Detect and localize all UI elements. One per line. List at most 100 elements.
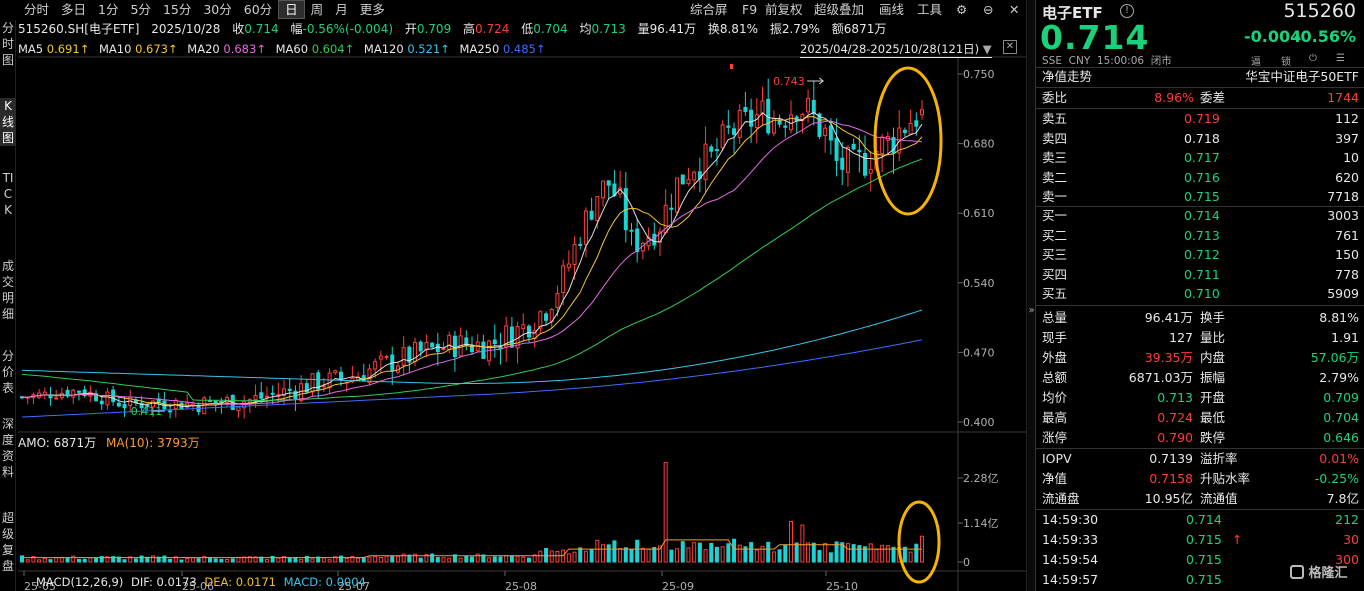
volume-bar [378,557,383,563]
chart-settings-icon[interactable]: ✕ [1003,40,1017,54]
candle-body [424,342,429,350]
tick-row: 14:59:33 0.715 ↑ 30 [1036,530,1359,550]
candle-body [361,375,366,382]
volume-bar [481,554,486,563]
volume-bar [635,539,640,563]
low-value: 0.704 [533,22,568,36]
volume-bar [196,558,201,563]
volume-bar [692,542,697,563]
candle-body [817,113,822,137]
index-label[interactable]: 华宝中证电子50ETF [1245,69,1359,84]
date-range[interactable]: 2025/04/28-2025/10/28(121日) ▼ [800,41,992,58]
left-tab[interactable]: 超级复盘 [1,511,14,573]
left-tab[interactable]: 分价表 [1,349,14,395]
volume-bar [344,557,349,563]
stat-value: 1.91 [1331,330,1359,345]
volume-bar [487,557,492,563]
candle-body [595,196,600,221]
candle-body [202,397,207,415]
candle-body [492,339,497,345]
toolbar-item[interactable]: 前复权 [765,2,803,17]
panel-splitter[interactable]: » [1026,0,1035,591]
period-tab[interactable]: 日 [278,0,305,19]
candle-body [806,97,811,113]
candle-body [321,385,326,388]
collapse-icon[interactable]: » [1028,305,1035,316]
menu-icon[interactable]: ☰ [1336,53,1345,64]
volume-bar [162,555,167,563]
toolbar-item[interactable]: 工具 [917,2,943,17]
open-value: 0.709 [416,22,452,36]
volume-bar [230,558,235,563]
volume-bar [743,546,748,563]
tick-row: 14:59:54 0.715 300 [1036,550,1359,570]
highlight-circle [873,66,943,216]
volume-bar [521,556,526,563]
kline-chart[interactable]: 0.750 0.680 0.610 0.540 0.470 0.400 2.28亿 1.14亿… [0,0,1030,591]
bell-icon[interactable]: ⏻ [1309,53,1317,64]
minimize-icon[interactable]: ⊖ [983,2,994,17]
weibi-value: 8.96% [1154,90,1194,105]
period-tab[interactable]: 1分 [98,2,119,17]
period-tab[interactable]: 60分 [243,2,273,17]
left-tab[interactable]: 分时图 [1,21,14,67]
volume-bar [407,554,412,563]
left-tab[interactable]: TICK [2,171,14,217]
period-tab[interactable]: 多日 [61,2,87,17]
period-tab[interactable]: 15分 [162,2,192,17]
ma60-line [21,158,923,402]
range-dropdown-icon[interactable]: ▼ [982,42,992,56]
weibo-icon[interactable]: 逼 [1251,57,1261,68]
nav-label[interactable]: 净值走势 [1042,69,1093,84]
tick-row: 14:59:30 0.714 212 [1036,510,1359,530]
iopv-value: 0.7139 [1149,451,1193,466]
candle-body [783,125,788,128]
period-tab[interactable]: 更多 [359,2,385,17]
left-tab[interactable]: 成交明细 [1,259,14,321]
candle-body [720,124,725,149]
ask-label: 卖五 [1042,111,1068,126]
date-range-text: 2025/04/28-2025/10/28(121日) [800,42,980,56]
volume-bar [122,559,127,563]
stat-label: 振幅 [1200,370,1226,385]
candle-body [54,397,59,400]
period-tab[interactable]: 5分 [130,2,151,17]
toolbar-item[interactable]: 超级叠加 [814,2,865,17]
left-tab[interactable]: K线图 [0,98,16,146]
ma5-label: MA5 [18,42,44,56]
toolbar-item[interactable]: 综合屏 [690,2,728,17]
candle-body [845,146,850,173]
period-tab[interactable]: 月 [335,2,348,17]
turn-label: 换 [707,22,720,36]
period-tab[interactable]: 分时 [24,2,50,17]
volume-bar [640,547,645,563]
candle-body [333,370,338,374]
stat-value: 127 [1169,330,1193,345]
settings-gear-icon[interactable]: ⚙ [956,2,968,17]
toolbar-item[interactable]: F9 [742,2,758,17]
volume-bar [54,557,59,563]
macd-dea: DEA: 0.0171 [204,575,276,589]
left-tab[interactable]: 深度资料 [1,417,14,479]
stat-label: 内盘 [1200,350,1226,365]
quote-date: 2025/10/28 [151,22,221,36]
bid-label: 买四 [1042,266,1068,282]
code-name: 515260.SH[电子ETF] [18,22,140,36]
lock-icon[interactable]: 锁 [1281,57,1291,68]
close-icon[interactable]: ✕ [1009,2,1020,17]
candle-body [76,390,81,393]
volume-bar [504,555,509,563]
candle-body [71,389,76,398]
volume-bar [213,558,218,563]
period-tab[interactable]: 30分 [203,2,232,17]
stat-label: 最低 [1200,410,1226,425]
stat-label: 均价 [1042,390,1068,405]
stat-label: 涨停 [1042,430,1068,445]
info-icon[interactable]: ! [1120,4,1134,18]
candle-body [880,136,885,154]
candle-body [481,341,486,359]
nav-row[interactable]: 净值走势 华宝中证电子50ETF [1036,67,1359,87]
period-tab[interactable]: 周 [310,2,324,17]
toolbar-item[interactable]: 画线 [879,2,905,17]
highlight-circle [897,500,941,584]
